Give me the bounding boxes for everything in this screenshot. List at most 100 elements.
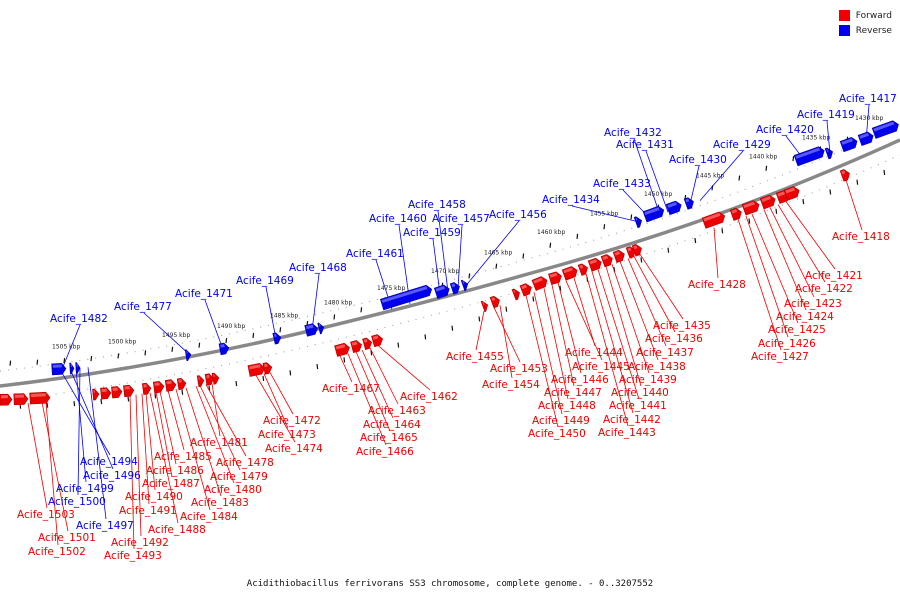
gene-label-forward: Acife_1493 bbox=[104, 550, 162, 562]
forward-gene bbox=[92, 388, 100, 401]
tick-mark bbox=[549, 242, 552, 248]
leader-line bbox=[269, 372, 294, 415]
leader-line bbox=[377, 345, 431, 391]
tick-mark bbox=[802, 199, 805, 205]
tick-mark bbox=[495, 263, 498, 269]
gene-label-forward: Acife_1436 bbox=[645, 333, 703, 345]
tick-mark bbox=[468, 273, 471, 279]
leader-line bbox=[199, 385, 241, 471]
tick-label: 1435 kbp bbox=[802, 134, 830, 141]
gene-label-forward: Acife_1467 bbox=[322, 383, 380, 395]
gene-label-forward: Acife_1446 bbox=[551, 374, 609, 386]
gene-label-forward: Acife_1444 bbox=[565, 347, 623, 359]
legend-item-forward: Forward bbox=[838, 8, 892, 23]
tick-label: 1465 kbp bbox=[484, 249, 512, 256]
leader-line bbox=[785, 201, 836, 270]
leader-lines bbox=[27, 104, 870, 550]
tick-mark bbox=[451, 325, 454, 331]
figure-caption: Acidithiobacillus ferrivorans SS3 chromo… bbox=[246, 579, 654, 589]
leader-line bbox=[369, 347, 399, 405]
gene-label-forward: Acife_1439 bbox=[619, 374, 677, 386]
forward-gene bbox=[350, 340, 363, 354]
leader-line bbox=[432, 238, 441, 295]
gene-label-forward: Acife_1448 bbox=[538, 400, 596, 412]
legend-label-reverse: Reverse bbox=[855, 25, 892, 36]
gene-label-reverse: Acife_1477 bbox=[114, 301, 172, 313]
gene-labels: Acife_1482 Acife_1477Acife_1471Acife_1469… bbox=[17, 93, 897, 562]
tick-mark bbox=[100, 398, 103, 405]
tick-mark bbox=[46, 402, 49, 408]
gene-label-forward: Acife_1428 bbox=[688, 279, 746, 291]
leader-line bbox=[499, 305, 513, 379]
leader-line bbox=[611, 264, 650, 374]
reverse-gene bbox=[218, 342, 230, 356]
gene-label-forward: Acife_1503 bbox=[17, 509, 75, 521]
tick-label: 1505 kbp bbox=[52, 343, 80, 350]
reverse-gene bbox=[51, 363, 67, 376]
scale-ticks: 1505 kbp 1500 kbp 1495 kbp 1490 kbp 1485 kbp… bbox=[9, 115, 886, 409]
gene-label-forward: Acife_1478 bbox=[216, 457, 274, 469]
tick-mark bbox=[90, 355, 93, 362]
reverse-gene bbox=[304, 323, 319, 337]
tick-label: 1460 kbp bbox=[537, 229, 565, 236]
gene-label-forward: Acife_1466 bbox=[356, 446, 414, 458]
leader-line bbox=[41, 402, 69, 532]
reverse-gene bbox=[433, 284, 450, 299]
leader-line bbox=[155, 391, 173, 478]
gene-label-forward: Acife_1443 bbox=[598, 427, 656, 439]
leader-line bbox=[551, 284, 575, 387]
leader-line bbox=[339, 355, 353, 383]
gene-label-reverse: Acife_1420 bbox=[756, 124, 814, 136]
leader-line bbox=[195, 385, 235, 484]
leader-line bbox=[571, 205, 641, 223]
leader-line bbox=[645, 150, 669, 213]
tick-mark bbox=[694, 237, 697, 244]
leader-line bbox=[175, 389, 211, 511]
forward-gene bbox=[489, 295, 500, 309]
leader-line bbox=[87, 367, 107, 520]
leader-line bbox=[777, 204, 826, 283]
reverse-gene bbox=[683, 197, 694, 210]
leader-line bbox=[745, 215, 789, 338]
tick-mark bbox=[532, 296, 535, 302]
gene-label-forward: Acife_1490 bbox=[125, 491, 183, 503]
reverse-gene bbox=[449, 282, 460, 295]
gene-label-reverse: Acife_1458 bbox=[408, 199, 466, 211]
forward-gene bbox=[511, 288, 520, 301]
leader-line bbox=[525, 295, 559, 428]
gene-label-forward: Acife_1424 bbox=[776, 311, 834, 323]
gene-label-reverse: Acife_1417 bbox=[839, 93, 897, 105]
tick-mark bbox=[181, 389, 184, 395]
leader-line bbox=[263, 373, 289, 429]
forward-gene bbox=[612, 249, 625, 263]
gene-label-forward: Acife_1480 bbox=[204, 484, 262, 496]
tick-mark bbox=[262, 375, 265, 381]
gene-label-forward: Acife_1485 bbox=[154, 451, 212, 463]
gene-label-forward: Acife_1440 bbox=[611, 387, 669, 399]
gene-label-forward: Acife_1426 bbox=[758, 338, 816, 350]
leader-line bbox=[605, 266, 642, 387]
forward-gene bbox=[577, 263, 588, 276]
forward-gene bbox=[100, 387, 112, 400]
tick-mark bbox=[667, 247, 670, 253]
leader-line bbox=[533, 292, 563, 415]
forward-gene bbox=[701, 211, 726, 229]
gene-label-forward: Acife_1486 bbox=[146, 465, 204, 477]
gene-label-forward: Acife_1438 bbox=[628, 361, 686, 373]
gene-label-reverse: Acife_1469 bbox=[236, 275, 294, 287]
reverse-gene bbox=[839, 137, 858, 153]
leader-line bbox=[311, 273, 320, 331]
tick-mark bbox=[198, 342, 201, 348]
leader-line bbox=[565, 280, 603, 361]
forward-track-guide bbox=[0, 154, 900, 402]
leader-line bbox=[159, 391, 177, 465]
leader-line bbox=[585, 273, 629, 427]
forward-gene bbox=[839, 169, 850, 182]
leader-line bbox=[185, 387, 222, 497]
gene-label-forward: Acife_1488 bbox=[148, 524, 206, 536]
reverse-swatch bbox=[838, 25, 850, 36]
gene-label-forward: Acife_1474 bbox=[265, 443, 323, 455]
leader-line bbox=[145, 393, 156, 491]
tick-mark bbox=[225, 337, 228, 344]
chromosome-axis bbox=[0, 138, 900, 388]
